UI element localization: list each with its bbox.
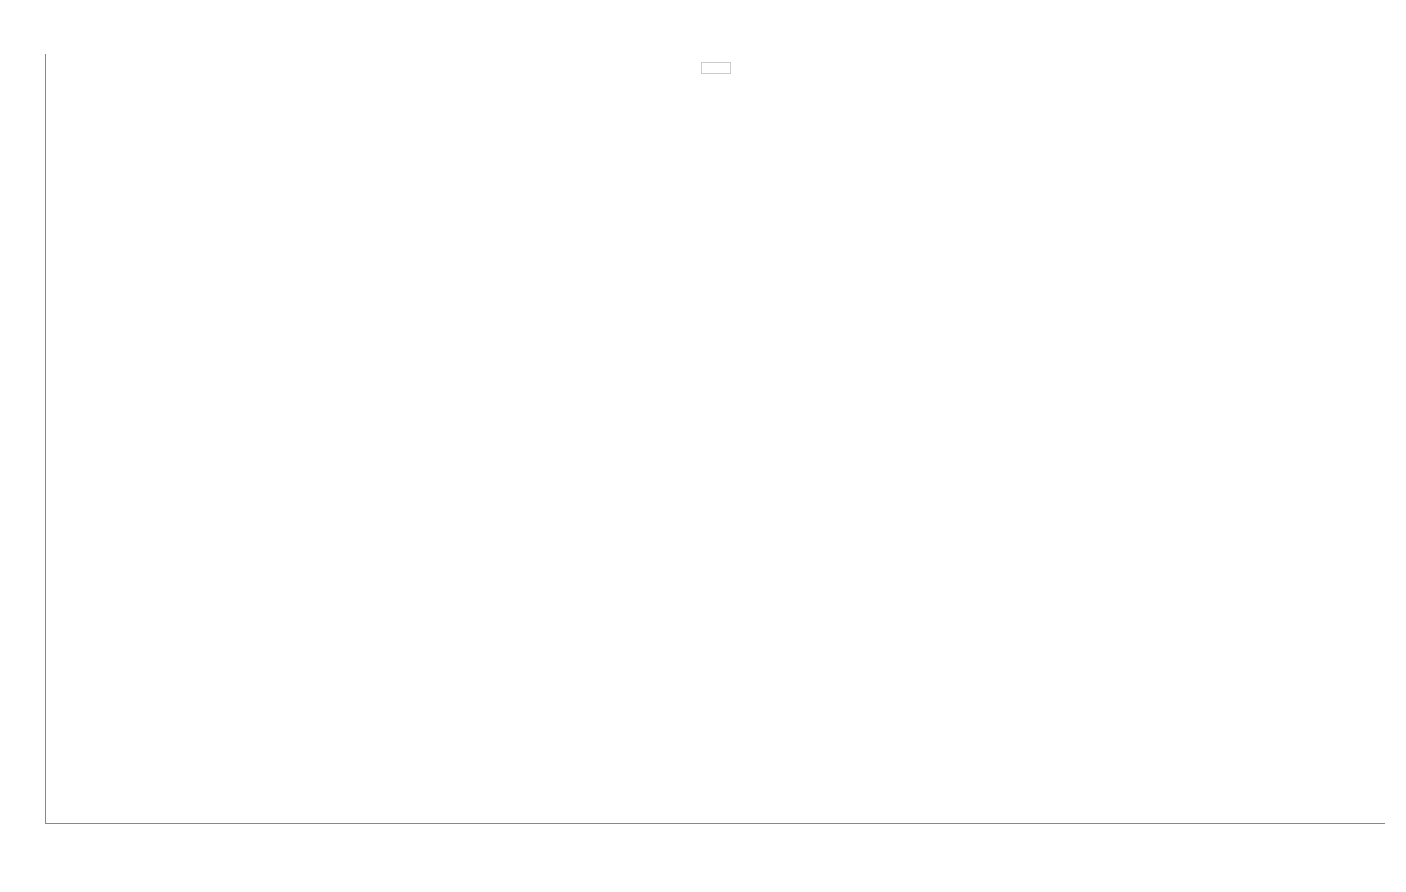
stats-legend	[701, 62, 731, 74]
trend-lines	[46, 54, 1385, 823]
plot-area	[45, 54, 1385, 824]
